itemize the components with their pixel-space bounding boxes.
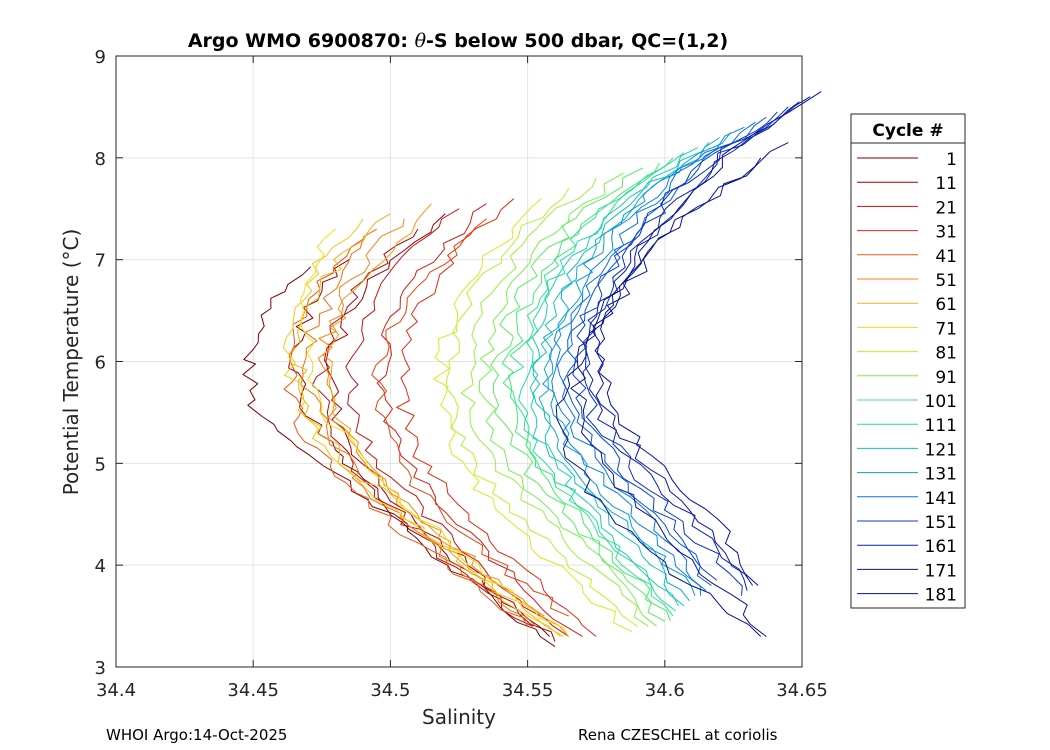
legend-label-11: 11: [935, 174, 957, 194]
legend-label-31: 31: [935, 223, 957, 243]
x-tick-label-0: 34.4: [96, 680, 136, 701]
legend-entries: 1112131415161718191101111121131141151161…: [857, 150, 957, 606]
profile-line-cycle-81: [445, 188, 638, 627]
legend-label-61: 61: [935, 295, 957, 315]
footer-date-credit: WHOI Argo:14-Oct-2025: [106, 726, 288, 744]
legend-label-21: 21: [935, 198, 957, 218]
y-tick-label-5: 8: [95, 149, 106, 170]
legend-title: Cycle #: [872, 121, 943, 141]
profile-line-cycle-11: [325, 213, 556, 642]
y-tick-label-0: 3: [95, 658, 106, 679]
x-tick-label-4: 34.6: [645, 680, 685, 701]
y-tick-label-3: 6: [95, 353, 106, 374]
x-axis-label: Salinity: [422, 705, 496, 729]
profile-line-cycle-86: [460, 177, 649, 627]
profile-line-cycle-91: [478, 172, 657, 627]
legend-label-131: 131: [925, 465, 957, 485]
legend-label-51: 51: [935, 271, 957, 291]
y-tick-label-1: 4: [95, 556, 106, 577]
profile-line-cycle-181: [594, 91, 822, 586]
y-tick-label-4: 7: [95, 251, 106, 272]
profile-line-cycle-76: [433, 198, 633, 632]
profile-line-cycle-46: [300, 228, 537, 627]
profile-line-cycle-61: [289, 213, 564, 637]
profile-line-cycle-66: [282, 218, 561, 637]
legend-label-151: 151: [925, 513, 957, 533]
profile-line-cycle-141: [556, 121, 756, 591]
chart-title-theta: θ: [415, 30, 427, 52]
x-tick-label-1: 34.45: [227, 680, 279, 701]
profile-lines: [242, 91, 822, 648]
legend-label-171: 171: [925, 561, 957, 581]
chart-title-prefix: Argo WMO 6900870:: [188, 30, 415, 52]
profile-line-cycle-176: [555, 157, 762, 637]
axis-ticks: 34.4 34.45 34.5 34.55 34.6 34.65 3 4 5 6 7 8 9: [95, 47, 828, 701]
profile-line-cycle-71: [299, 228, 570, 637]
profile-line-cycle-51: [317, 218, 545, 617]
profile-line-cycle-166: [592, 96, 811, 586]
profile-line-cycle-171: [570, 142, 789, 637]
profile-line-cycle-121: [532, 142, 710, 607]
legend-label-111: 111: [925, 416, 957, 436]
y-tick-label-2: 5: [95, 454, 106, 475]
x-tick-label-3: 34.55: [502, 680, 554, 701]
x-tick-label-5: 34.65: [776, 680, 828, 701]
legend-label-41: 41: [935, 247, 957, 267]
y-tick-label-6: 9: [95, 47, 106, 68]
profile-line-cycle-36: [371, 218, 569, 617]
legend-label-141: 141: [925, 489, 957, 509]
legend-label-71: 71: [935, 319, 957, 339]
legend-label-181: 181: [925, 586, 957, 606]
profile-line-cycle-101: [501, 162, 671, 622]
profile-line-cycle-111: [518, 152, 685, 612]
profile-line-cycle-146: [562, 116, 767, 586]
profile-line-cycle-26: [376, 203, 583, 637]
legend-label-121: 121: [925, 440, 957, 460]
profile-line-cycle-116: [529, 147, 698, 607]
legend-label-81: 81: [935, 344, 957, 364]
y-axis-label: Potential Temperature (°C): [59, 229, 83, 496]
profile-line-cycle-136: [551, 126, 745, 596]
legend-box: [850, 113, 966, 609]
legend-label-1: 1: [946, 150, 957, 170]
legend-label-101: 101: [925, 392, 957, 412]
profile-line-cycle-16: [311, 228, 534, 627]
profile-line-cycle-21: [345, 208, 570, 637]
profile-line-cycle-96: [490, 167, 666, 622]
legend-label-161: 161: [925, 537, 957, 557]
footer-author-credit: Rena CZESCHEL at coriolis: [578, 726, 778, 744]
legend: Cycle # 11121314151617181911011111211311…: [850, 113, 966, 609]
profile-line-cycle-56: [322, 203, 570, 637]
chart-title: Argo WMO 6900870: θ-S below 500 dbar, QC…: [188, 30, 728, 52]
x-tick-label-2: 34.5: [370, 680, 410, 701]
profile-line-cycle-131: [542, 132, 732, 596]
legend-label-91: 91: [935, 368, 957, 388]
chart-title-suffix: -S below 500 dbar, QC=(1,2): [426, 30, 728, 52]
profile-line-cycle-151: [572, 111, 778, 581]
profile-line-cycle-126: [538, 137, 720, 602]
profile-line-cycle-31: [396, 198, 597, 637]
